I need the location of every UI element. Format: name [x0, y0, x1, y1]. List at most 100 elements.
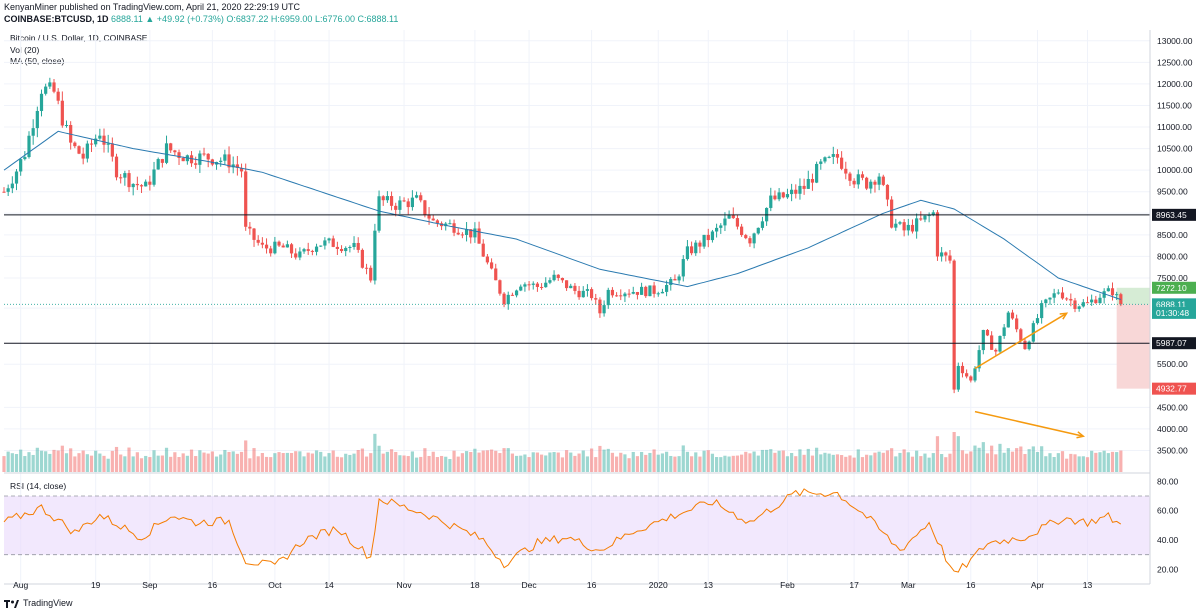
candle-body: [552, 274, 556, 281]
candle-body: [23, 157, 27, 160]
candle-body: [690, 246, 694, 254]
volume-bar: [560, 457, 565, 472]
candle-body: [277, 241, 281, 246]
candle-body: [564, 280, 569, 289]
candle-body: [681, 259, 685, 277]
ohlc-text: O:6837.22 H:6959.00 L:6776.00 C:6888.11: [226, 14, 399, 24]
volume-bar: [794, 456, 798, 472]
candle-body: [85, 143, 89, 159]
volume-bar: [460, 453, 464, 472]
candle-body: [569, 285, 573, 289]
candle-body: [798, 185, 802, 194]
candle-body: [489, 262, 494, 269]
candle-body: [727, 215, 731, 219]
candle-body: [748, 238, 752, 244]
volume-bar: [119, 454, 123, 472]
volume-bar: [785, 456, 790, 472]
volume-bar: [160, 455, 164, 472]
profit-zone: [1116, 287, 1150, 305]
volume-bar: [510, 453, 515, 472]
volume-bar: [335, 456, 339, 472]
volume-bar: [673, 456, 677, 472]
volume-bar: [602, 449, 606, 472]
volume-bar: [652, 449, 656, 472]
candle-body: [419, 195, 423, 201]
candle-body: [648, 285, 652, 297]
volume-bar: [110, 450, 114, 472]
volume-bar: [1010, 451, 1015, 472]
candle-body: [960, 365, 965, 374]
volume-bar: [94, 450, 98, 472]
volume-bar: [710, 453, 715, 472]
candle-body: [673, 278, 677, 281]
volume-bar: [548, 452, 552, 472]
volume-bar: [981, 442, 985, 472]
candle-body: [669, 278, 673, 286]
volume-bar: [685, 451, 690, 472]
candle-body: [1023, 340, 1027, 350]
volume-bar: [410, 451, 414, 472]
volume-bar: [840, 455, 844, 472]
volume-bar: [81, 450, 85, 472]
candle-body: [135, 183, 139, 186]
candle-body: [227, 154, 231, 168]
candle-body: [89, 143, 94, 145]
volume-bar: [677, 456, 681, 472]
volume-bar: [1040, 446, 1044, 472]
volume-bar: [585, 456, 590, 472]
volume-bar: [289, 452, 294, 472]
candle-body: [881, 176, 885, 185]
candle-body: [1056, 292, 1060, 294]
volume-bar: [52, 449, 56, 472]
candle-body: [81, 153, 85, 159]
volume-bar: [1060, 451, 1065, 472]
candle-body: [898, 222, 902, 224]
x-tick-label: 17: [849, 580, 859, 590]
candle-body: [156, 159, 160, 170]
y-tick-label: 7500.00: [1157, 273, 1188, 283]
candle-body: [369, 267, 373, 281]
volume-bar: [373, 433, 377, 472]
volume-bar: [206, 453, 210, 472]
candle-body: [131, 183, 135, 188]
volume-bar: [260, 453, 264, 472]
candle-body: [815, 163, 819, 183]
volume-bar: [806, 448, 810, 472]
candle-body: [869, 181, 873, 189]
volume-bar: [323, 456, 327, 472]
candle-body: [544, 282, 548, 288]
x-tick-label: 16: [966, 580, 976, 590]
volume-bar: [894, 456, 898, 472]
volume-bar: [539, 454, 544, 472]
volume-bar: [98, 453, 102, 472]
candle-body: [394, 205, 398, 210]
candle-body: [894, 223, 898, 228]
volume-bar: [194, 456, 198, 472]
volume-bar: [285, 452, 289, 472]
y-tick-label: 10000.00: [1157, 165, 1193, 175]
x-tick-label: Feb: [780, 580, 795, 590]
candle-body: [890, 199, 894, 228]
volume-bar: [31, 454, 35, 472]
candle-body: [539, 286, 544, 288]
price-tag: [1152, 382, 1196, 395]
volume-bar: [581, 450, 585, 472]
candle-body: [1019, 329, 1023, 341]
volume-bar: [135, 452, 139, 472]
volume-bar: [310, 453, 314, 472]
volume-bar: [48, 453, 52, 472]
candle-body: [1102, 291, 1106, 298]
volume-bar: [435, 457, 439, 472]
volume-bar: [577, 453, 581, 472]
price-tag: [1152, 281, 1196, 294]
volume-bar: [1035, 452, 1040, 472]
candle-body: [860, 174, 865, 178]
ma50-line: [3, 130, 1121, 300]
candle-body: [452, 223, 456, 233]
x-tick-label: Dec: [522, 580, 538, 590]
volume-bar: [952, 432, 956, 472]
volume-bar: [469, 451, 473, 472]
price-chart[interactable]: 13000.00 12500.00 12000.00 11500.00 11000.00…: [0, 28, 1200, 596]
volume-bar: [423, 448, 427, 472]
candle-body: [656, 293, 660, 295]
